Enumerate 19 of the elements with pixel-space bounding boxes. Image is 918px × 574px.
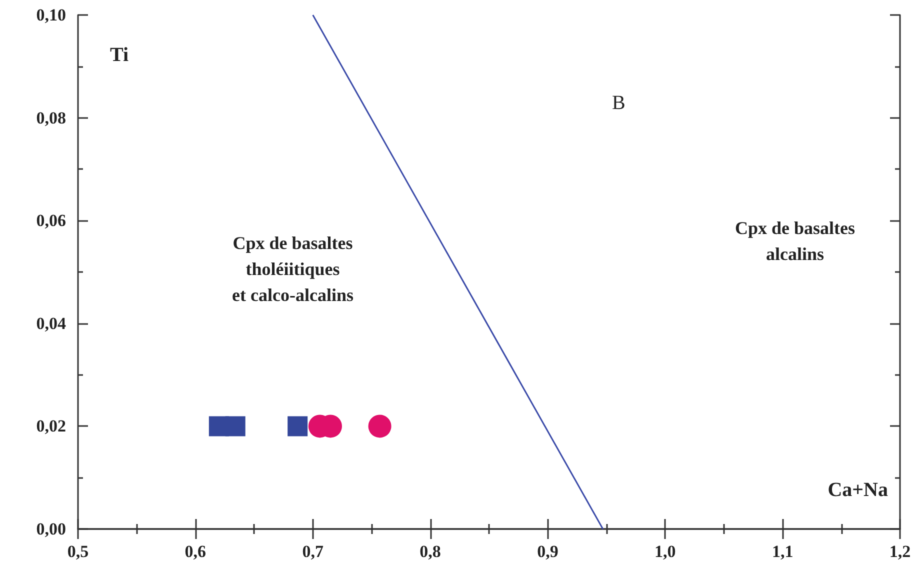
annotation: Cpx de basaltes tholéiitiques et calco-alcalins xyxy=(232,233,354,305)
annotation: B xyxy=(612,92,626,114)
x-axis-title: Ca+Na xyxy=(828,479,888,501)
x-tick-label: 1,1 xyxy=(772,542,794,561)
x-tick-label: 0,9 xyxy=(537,542,558,561)
x-tick-label: 1,0 xyxy=(654,542,676,561)
x-tick-label: 0,7 xyxy=(302,542,324,561)
x-tick-label: 1,2 xyxy=(889,542,911,561)
annotation: Cpx de basaltes alcalins xyxy=(735,218,856,264)
y-tick-label: 0,10 xyxy=(36,6,66,24)
x-tick-label: 0,6 xyxy=(184,542,206,561)
y-tick-label: 0,08 xyxy=(36,108,66,128)
y-tick-label: 0,04 xyxy=(36,314,66,333)
x-tick-label: 0,5 xyxy=(67,542,89,561)
x-tick-label: 0,8 xyxy=(420,542,441,561)
y-tick-label: 0,02 xyxy=(36,416,66,436)
y-tick-label: 0,00 xyxy=(36,520,66,538)
y-axis-title: Ti xyxy=(110,44,129,66)
y-tick-label: 0,06 xyxy=(36,211,66,230)
